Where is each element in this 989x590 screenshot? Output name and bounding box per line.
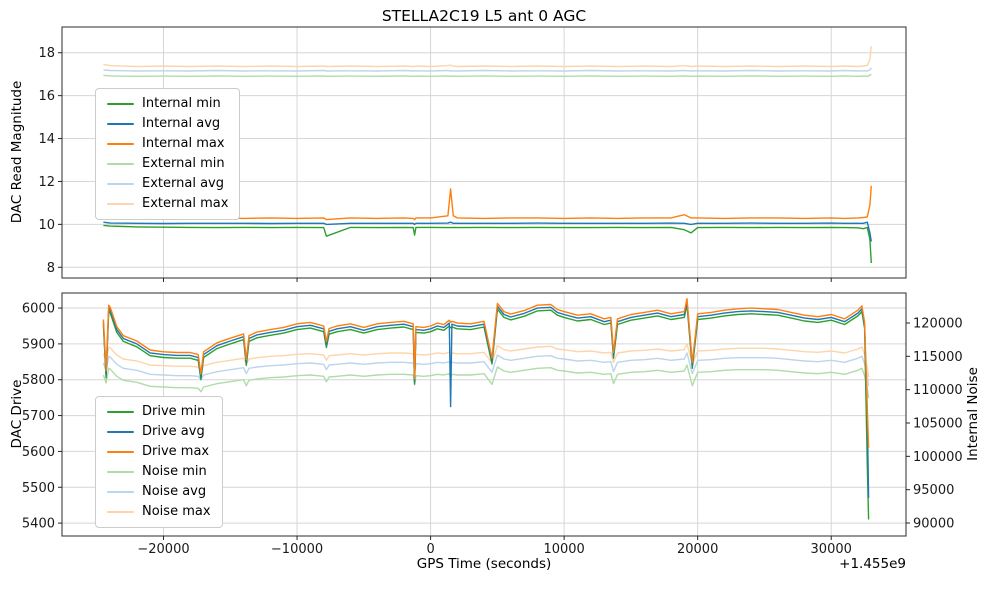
series-external-max	[103, 46, 872, 68]
y-tick-label: 14	[38, 132, 55, 147]
legend-line-sample	[107, 411, 134, 413]
legend-item-internal-min: Internal min	[107, 97, 228, 111]
legend-item-noise-max: Noise max	[107, 505, 211, 519]
x-axis-label: GPS Time (seconds)	[416, 556, 552, 572]
legend-item-internal-max: Internal max	[107, 137, 228, 151]
legend-line-sample	[107, 451, 134, 453]
axes-frame	[61, 292, 907, 537]
legend-line-sample	[107, 143, 134, 145]
series-external-min	[103, 73, 872, 78]
legend-line-sample	[107, 123, 134, 125]
legend-label: Drive max	[142, 444, 210, 459]
y-tick-label-right: 95000	[913, 483, 954, 498]
x-axis-offset-text: +1.455e9	[839, 556, 906, 572]
series-internal-max	[103, 185, 872, 221]
legend-line-sample	[107, 163, 134, 165]
bottom-left-y-axis-label: DAC Drive	[9, 379, 25, 449]
top-y-axis-label: DAC Read Magnitude	[9, 80, 25, 224]
y-tick-label-right: 115000	[913, 350, 963, 365]
legend-line-sample	[107, 183, 134, 185]
x-tick-label: −20000	[137, 542, 189, 557]
y-tick-label-right: 120000	[913, 317, 963, 332]
legend-item-external-max: External max	[107, 197, 228, 211]
bottom-right-y-axis-label: Internal Noise	[965, 367, 981, 461]
series-drive-avg	[102, 300, 870, 499]
legend-item-noise-min: Noise min	[107, 465, 211, 479]
y-tick-label-right: 90000	[913, 517, 954, 532]
y-tick-label-right: 100000	[913, 450, 963, 465]
x-tick-label: −10000	[271, 542, 323, 557]
legend-label: Drive min	[142, 404, 206, 419]
top-legend: Internal min Internal avg Internal max Exte…	[95, 88, 241, 220]
y-tick-label: 5700	[22, 409, 55, 424]
legend-item-external-avg: External avg	[107, 177, 228, 191]
legend-label: Internal avg	[142, 116, 221, 131]
x-tick-label: 30000	[811, 542, 852, 557]
series-external-avg	[103, 67, 872, 72]
series-internal-min	[103, 224, 872, 264]
series-drive-max	[102, 298, 870, 448]
bottom-legend: Drive min Drive avg Drive max Noise min Nois…	[95, 396, 223, 528]
y-tick-label: 10	[38, 218, 55, 233]
legend-label: Drive avg	[142, 424, 205, 439]
legend-label: External min	[142, 156, 225, 171]
y-tick-label: 16	[38, 89, 55, 104]
legend-item-external-min: External min	[107, 157, 228, 171]
y-tick-label: 6000	[22, 302, 55, 317]
legend-line-sample	[107, 491, 134, 493]
series-noise-min	[102, 364, 870, 399]
y-tick-label-right: 105000	[913, 417, 963, 432]
axes-frame	[61, 26, 907, 279]
legend-item-drive-max: Drive max	[107, 445, 211, 459]
y-tick-label: 5500	[22, 481, 55, 496]
legend-line-sample	[107, 471, 134, 473]
legend-item-internal-avg: Internal avg	[107, 117, 228, 131]
legend-item-drive-min: Drive min	[107, 405, 211, 419]
y-tick-label: 5600	[22, 445, 55, 460]
chart-title: STELLA2C19 L5 ant 0 AGC	[381, 7, 587, 25]
y-tick-label: 5900	[22, 337, 55, 352]
legend-label: External avg	[142, 176, 224, 191]
y-tick-label: 5400	[22, 517, 55, 532]
legend-line-sample	[107, 203, 134, 205]
legend-label: Noise min	[142, 464, 207, 479]
y-tick-label: 18	[38, 46, 55, 61]
legend-line-sample	[107, 103, 134, 105]
legend-line-sample	[107, 511, 134, 513]
x-tick-label: 10000	[543, 542, 584, 557]
legend-label: Noise max	[142, 504, 211, 519]
legend-label: Internal min	[142, 96, 221, 111]
legend-item-drive-avg: Drive avg	[107, 425, 211, 439]
y-tick-label: 12	[38, 175, 55, 190]
legend-item-noise-avg: Noise avg	[107, 485, 211, 499]
legend-label: Noise avg	[142, 484, 207, 499]
legend-label: External max	[142, 196, 229, 211]
x-tick-label: 0	[426, 542, 434, 557]
legend-label: Internal max	[142, 136, 225, 151]
series-internal-avg	[103, 221, 872, 242]
y-tick-label: 8	[47, 261, 55, 276]
y-tick-label-right: 110000	[913, 383, 963, 398]
y-tick-label: 5800	[22, 373, 55, 388]
x-tick-label: 20000	[677, 542, 718, 557]
legend-line-sample	[107, 431, 134, 433]
